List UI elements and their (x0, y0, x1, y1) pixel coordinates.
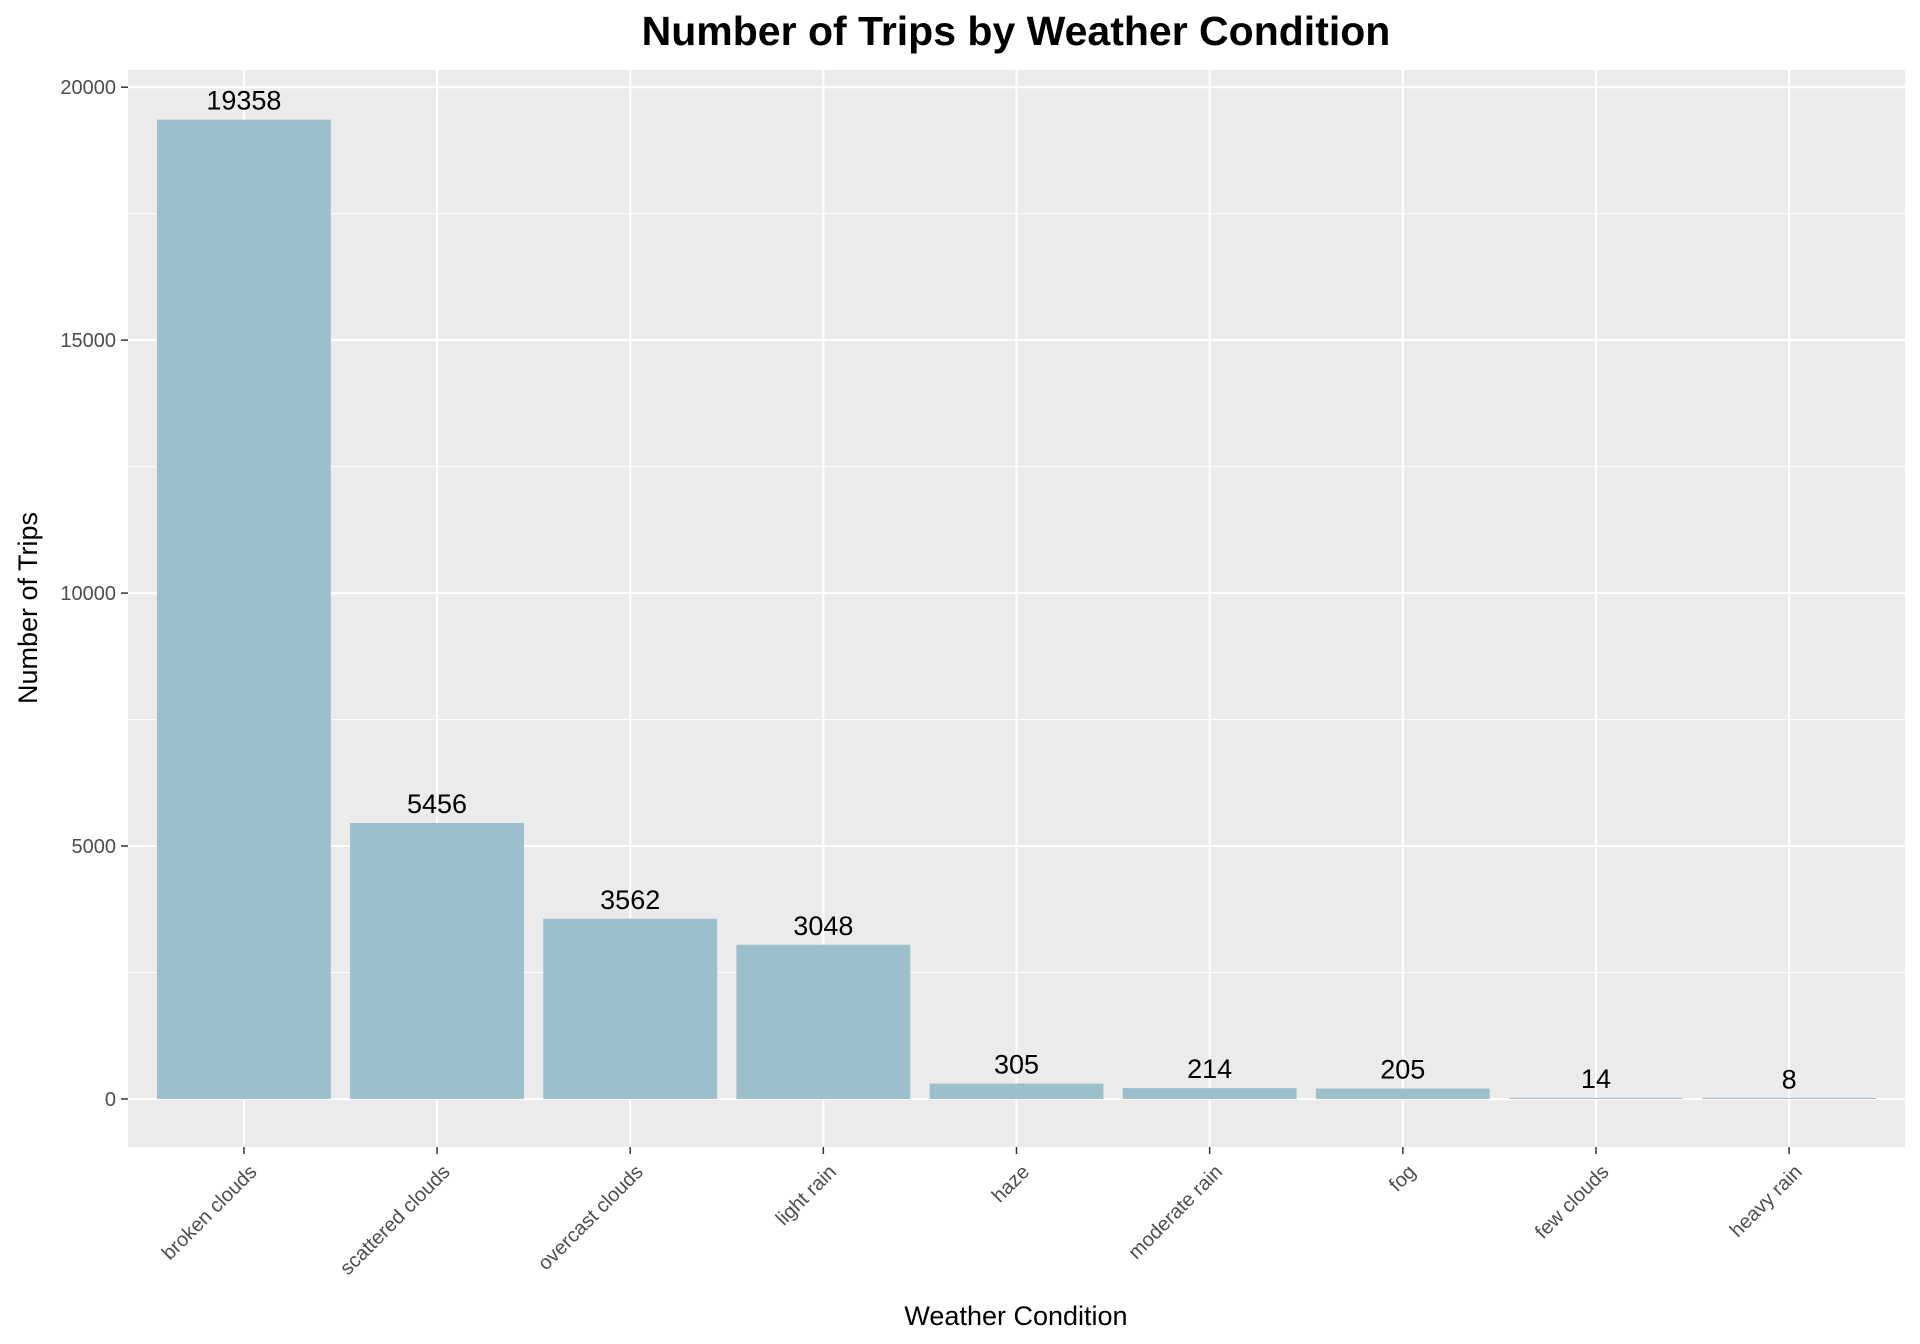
bar (543, 918, 718, 1099)
bar-value-labels: 19358 5456 3562 3048 305 214 205 14 8 (206, 86, 1796, 1095)
bar-value-label: 19358 (206, 86, 281, 116)
y-tick-label: 20000 (60, 77, 116, 99)
bar (350, 822, 524, 1099)
x-tick-label: few clouds (1531, 1161, 1613, 1243)
x-tick-label: moderate rain (1124, 1161, 1227, 1264)
bar (929, 1083, 1104, 1099)
x-axis-title: Weather Condition (904, 1301, 1127, 1331)
x-tick-label: overcast clouds (534, 1161, 648, 1275)
bar (1702, 1097, 1877, 1099)
x-tick-label: broken clouds (158, 1161, 262, 1265)
y-tick-label: 10000 (60, 583, 116, 605)
bar-value-label: 8 (1782, 1065, 1797, 1095)
x-axis: broken clouds scattered clouds overcast cl… (158, 1147, 1807, 1280)
bar-value-label: 14 (1581, 1064, 1611, 1094)
bar-value-label: 5456 (407, 789, 467, 819)
bar (1122, 1088, 1297, 1099)
bar-value-label: 214 (1187, 1054, 1232, 1084)
x-tick-label: light rain (772, 1161, 841, 1230)
bar (1315, 1088, 1490, 1099)
x-tick-label: fog (1385, 1161, 1420, 1196)
y-tick-label: 15000 (60, 330, 116, 352)
bar (156, 119, 331, 1099)
y-tick-label: 5000 (72, 836, 117, 858)
x-tick-label: heavy rain (1726, 1161, 1807, 1242)
y-tick-label: 0 (105, 1089, 116, 1111)
y-axis: 0 5000 10000 15000 20000 (60, 77, 128, 1111)
chart-title: Number of Trips by Weather Condition (642, 8, 1391, 54)
bar-value-label: 3562 (600, 885, 660, 915)
bars (156, 119, 1877, 1099)
bar-value-label: 205 (1380, 1055, 1425, 1085)
bar-value-label: 305 (994, 1050, 1039, 1080)
x-tick-label: scattered clouds (336, 1161, 455, 1280)
bar-value-label: 3048 (793, 911, 853, 941)
y-axis-title: Number of Trips (13, 512, 43, 704)
bar (736, 944, 911, 1099)
bar (1509, 1097, 1683, 1099)
x-tick-label: haze (988, 1161, 1034, 1207)
